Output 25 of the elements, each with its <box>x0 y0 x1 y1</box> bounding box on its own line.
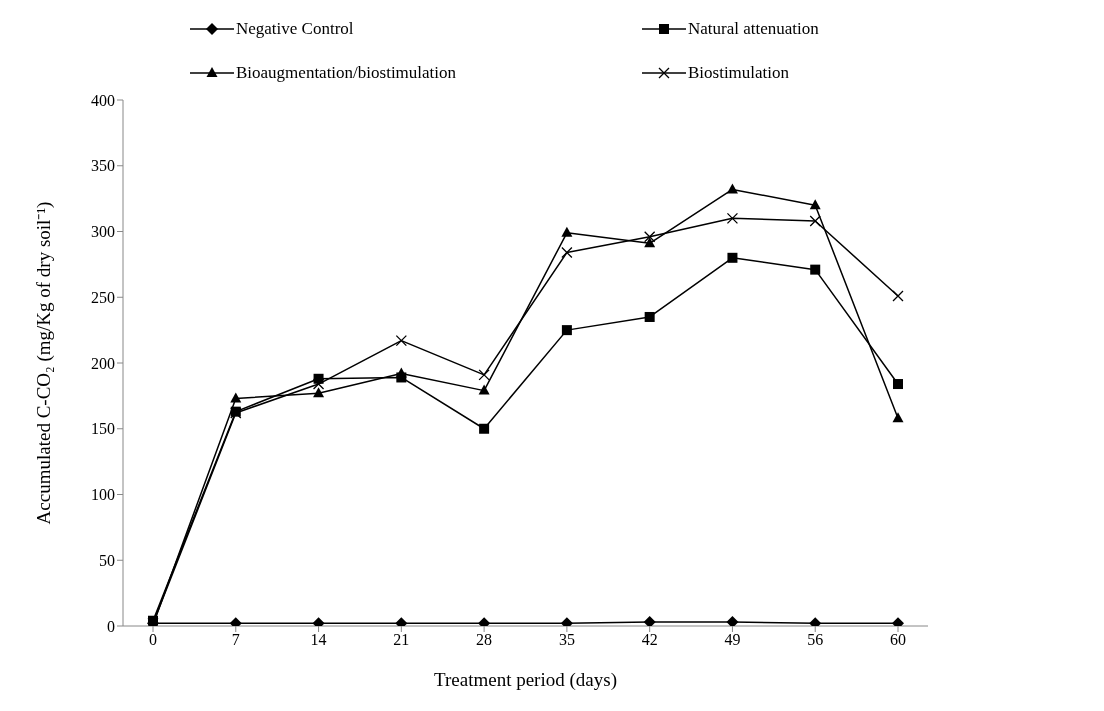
legend-label: Biostimulation <box>688 63 790 83</box>
y-tick-label: 50 <box>99 551 115 569</box>
x-tick-label: 14 <box>310 631 327 649</box>
y-tick-label: 250 <box>91 288 115 306</box>
legend-label: Bioaugmentation/biostimulation <box>236 63 457 83</box>
x-tick-label: 28 <box>476 631 493 649</box>
x-tick-label: 42 <box>641 631 658 649</box>
x-tick-label: 7 <box>231 631 240 649</box>
y-tick-label: 0 <box>107 617 115 635</box>
x-tick-label: 60 <box>890 631 906 649</box>
y-tick-label: 300 <box>91 223 115 241</box>
y-tick-label: 150 <box>91 420 115 438</box>
y-axis-title: Accumulated C-CO₂ (mg/Kg of dry soil⁻¹) <box>32 201 55 525</box>
x-tick-label: 21 <box>393 631 410 649</box>
x-tick-label: 49 <box>724 631 741 649</box>
y-tick-label: 350 <box>91 157 115 175</box>
y-tick-label: 100 <box>91 486 115 504</box>
legend-label: Negative Control <box>236 19 354 39</box>
x-tick-label: 0 <box>149 631 157 649</box>
y-tick-label: 400 <box>91 91 115 109</box>
legend-label: Natural attenuation <box>688 19 819 39</box>
x-tick-label: 35 <box>558 631 575 649</box>
y-tick-label: 200 <box>91 354 115 372</box>
x-tick-label: 56 <box>807 631 824 649</box>
x-axis-title: Treatment period (days) <box>434 669 617 691</box>
